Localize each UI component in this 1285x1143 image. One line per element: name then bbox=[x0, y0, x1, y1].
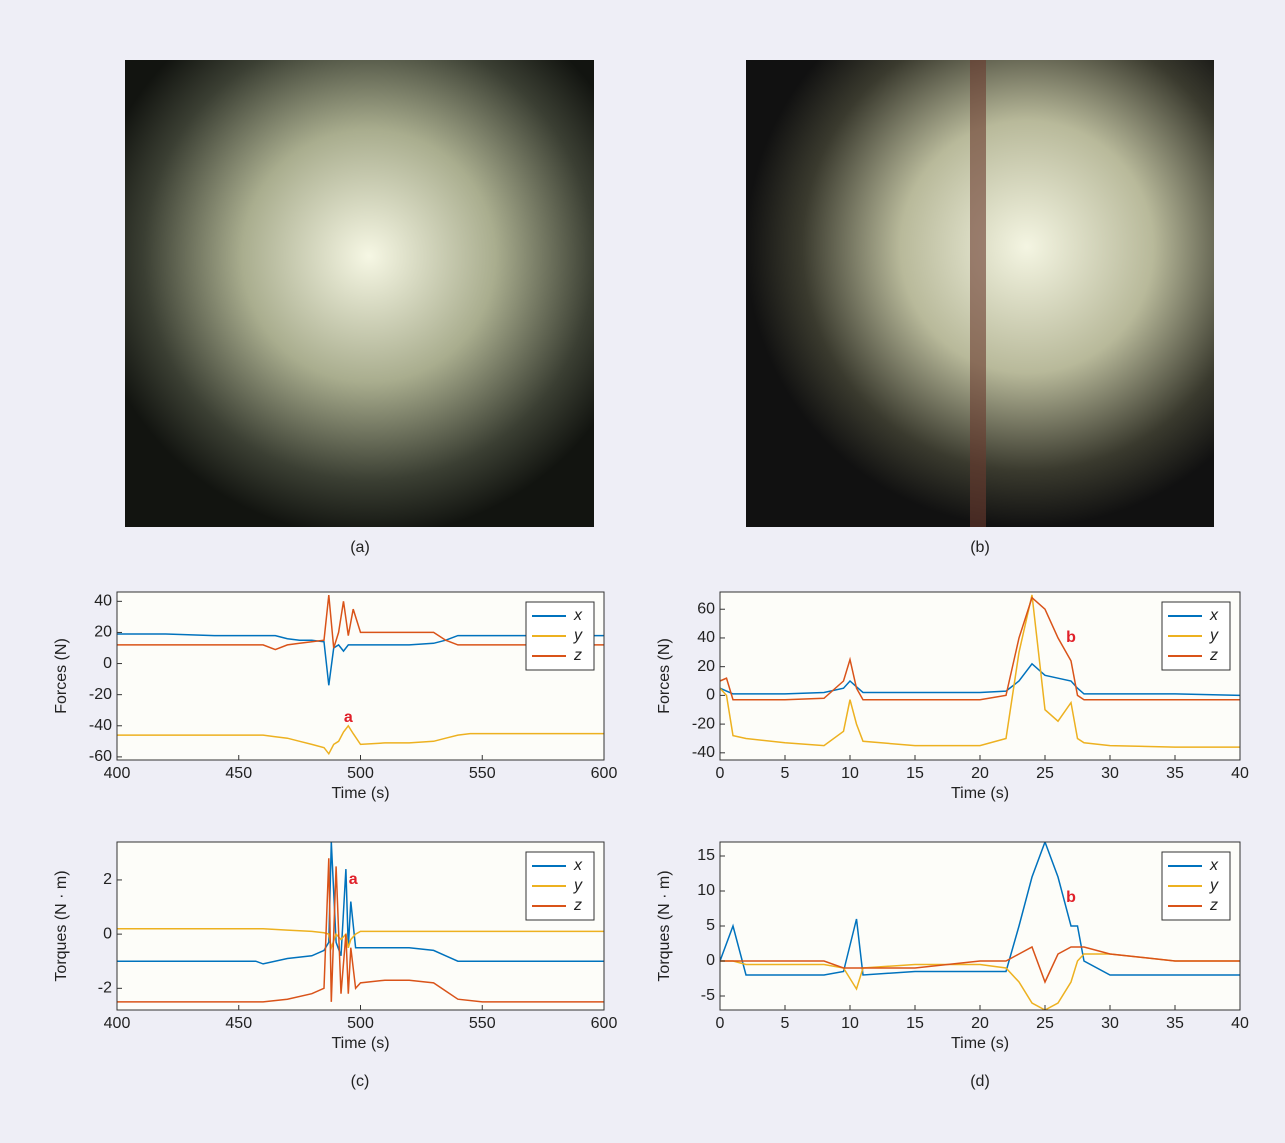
x-tick-label: 20 bbox=[971, 1015, 989, 1032]
legend-label: y bbox=[1209, 627, 1219, 644]
y-tick-label: 15 bbox=[697, 847, 715, 864]
x-tick-label: 450 bbox=[225, 765, 252, 782]
annotation: b bbox=[1066, 889, 1076, 906]
y-tick-label: 0 bbox=[706, 952, 715, 969]
x-tick-label: 0 bbox=[716, 765, 725, 782]
y-tick-label: 20 bbox=[94, 624, 112, 641]
annotation: a bbox=[344, 709, 353, 726]
x-tick-label: 500 bbox=[347, 765, 374, 782]
caption: (d) bbox=[970, 1073, 990, 1090]
legend-label: x bbox=[1209, 607, 1219, 624]
photo-detail bbox=[970, 60, 986, 527]
y-tick-label: 0 bbox=[103, 655, 112, 672]
y-tick-label: -60 bbox=[89, 748, 112, 765]
x-axis-label: Time (s) bbox=[951, 1035, 1009, 1052]
y-tick-label: 2 bbox=[103, 871, 112, 888]
data-line bbox=[720, 842, 1240, 976]
photo bbox=[125, 60, 594, 527]
x-tick-label: 450 bbox=[225, 1015, 252, 1032]
legend-label: z bbox=[573, 897, 582, 914]
x-axis-label: Time (s) bbox=[331, 1035, 389, 1052]
y-tick-label: -2 bbox=[98, 980, 112, 997]
legend-label: z bbox=[1209, 897, 1218, 914]
caption: (c) bbox=[351, 1073, 370, 1090]
data-line bbox=[117, 858, 604, 1003]
x-tick-label: 25 bbox=[1036, 1015, 1054, 1032]
y-tick-label: 40 bbox=[94, 593, 112, 610]
data-line bbox=[117, 633, 604, 686]
x-tick-label: 20 bbox=[971, 765, 989, 782]
y-tick-label: 20 bbox=[697, 658, 715, 675]
y-tick-label: 60 bbox=[697, 600, 715, 617]
plot-area bbox=[117, 842, 604, 1010]
y-tick-label: -20 bbox=[89, 686, 112, 703]
x-tick-label: 30 bbox=[1101, 1015, 1119, 1032]
legend-label: y bbox=[1209, 877, 1219, 894]
x-tick-label: 10 bbox=[841, 765, 859, 782]
legend-label: y bbox=[573, 877, 583, 894]
x-tick-label: 550 bbox=[469, 765, 496, 782]
data-line bbox=[720, 945, 1240, 984]
x-tick-label: 550 bbox=[469, 1015, 496, 1032]
y-axis-label: Torques (N · m) bbox=[656, 870, 673, 981]
data-line bbox=[720, 662, 1240, 697]
y-tick-label: -40 bbox=[692, 744, 715, 761]
data-line bbox=[720, 953, 1240, 1010]
data-line bbox=[117, 842, 604, 965]
legend-label: x bbox=[573, 857, 583, 874]
x-tick-label: 0 bbox=[716, 1015, 725, 1032]
legend-label: x bbox=[1209, 857, 1219, 874]
x-tick-label: 10 bbox=[841, 1015, 859, 1032]
x-axis-label: Time (s) bbox=[951, 785, 1009, 802]
legend-label: z bbox=[573, 647, 582, 664]
x-tick-label: 600 bbox=[591, 1015, 618, 1032]
x-tick-label: 40 bbox=[1231, 1015, 1249, 1032]
y-tick-label: 0 bbox=[706, 687, 715, 704]
x-tick-label: 25 bbox=[1036, 765, 1054, 782]
x-tick-label: 5 bbox=[781, 1015, 790, 1032]
y-tick-label: 5 bbox=[706, 917, 715, 934]
data-line bbox=[720, 594, 1240, 748]
y-tick-label: 40 bbox=[697, 629, 715, 646]
x-tick-label: 35 bbox=[1166, 1015, 1184, 1032]
data-line bbox=[117, 724, 604, 756]
legend-label: y bbox=[573, 627, 583, 644]
x-tick-label: 35 bbox=[1166, 765, 1184, 782]
x-tick-label: 600 bbox=[591, 765, 618, 782]
data-line bbox=[117, 595, 604, 651]
y-axis-label: Forces (N) bbox=[656, 638, 673, 714]
y-tick-label: 10 bbox=[697, 882, 715, 899]
caption: (b) bbox=[970, 539, 990, 556]
y-axis-label: Forces (N) bbox=[53, 638, 70, 714]
x-tick-label: 400 bbox=[104, 765, 131, 782]
annotation: a bbox=[349, 871, 358, 888]
y-axis-label: Torques (N · m) bbox=[53, 870, 70, 981]
caption: (a) bbox=[350, 539, 370, 556]
x-tick-label: 40 bbox=[1231, 765, 1249, 782]
y-tick-label: -40 bbox=[89, 717, 112, 734]
x-tick-label: 400 bbox=[104, 1015, 131, 1032]
plot-area bbox=[720, 842, 1240, 1010]
plot-area bbox=[117, 592, 604, 760]
annotation: b bbox=[1066, 629, 1076, 646]
legend-label: x bbox=[573, 607, 583, 624]
x-tick-label: 15 bbox=[906, 1015, 924, 1032]
x-tick-label: 30 bbox=[1101, 765, 1119, 782]
y-tick-label: 0 bbox=[103, 925, 112, 942]
plot-area bbox=[720, 592, 1240, 760]
legend-label: z bbox=[1209, 647, 1218, 664]
x-tick-label: 15 bbox=[906, 765, 924, 782]
x-tick-label: 500 bbox=[347, 1015, 374, 1032]
y-tick-label: -5 bbox=[701, 987, 715, 1004]
x-axis-label: Time (s) bbox=[331, 785, 389, 802]
y-tick-label: -20 bbox=[692, 715, 715, 732]
x-tick-label: 5 bbox=[781, 765, 790, 782]
data-line bbox=[720, 596, 1240, 701]
